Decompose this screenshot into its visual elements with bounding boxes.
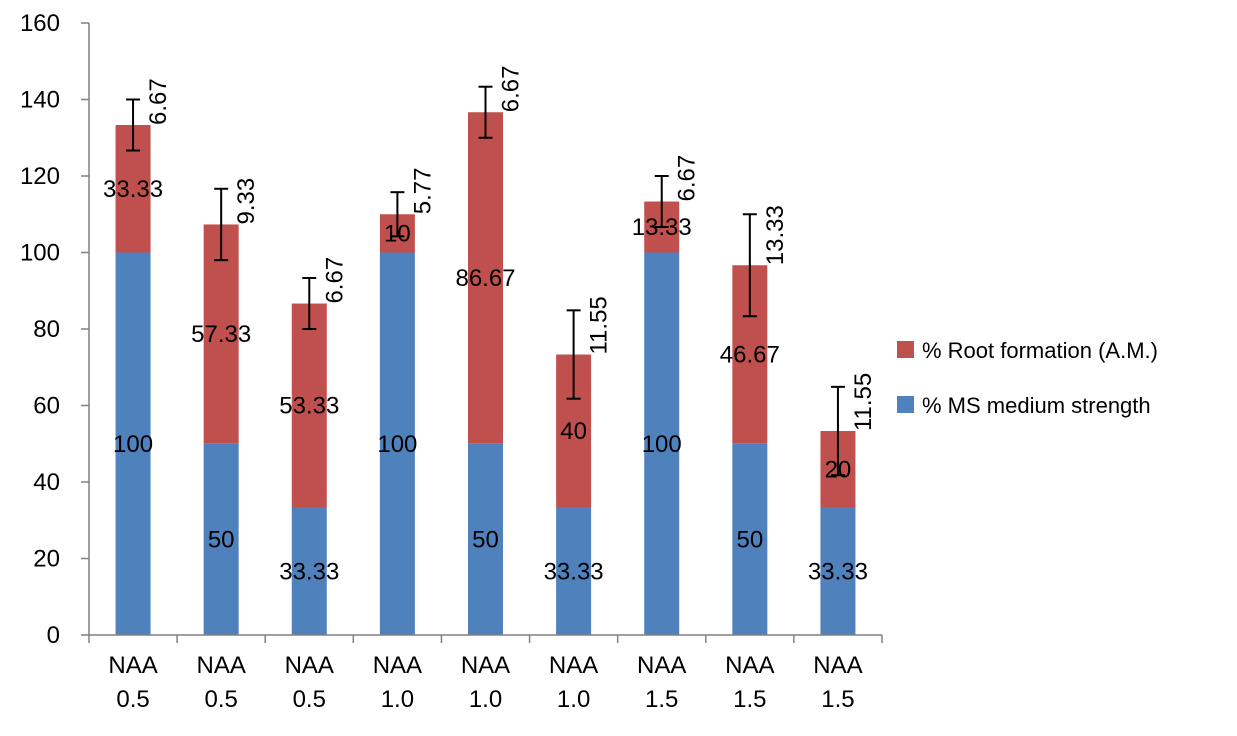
data-label: 40 <box>560 418 587 445</box>
bar-segment <box>556 507 592 635</box>
error-label: 5.77 <box>409 168 436 215</box>
data-label: 100 <box>377 431 417 458</box>
x-tick-label: 1.0 <box>557 686 590 713</box>
x-tick-label: NAA <box>196 652 245 679</box>
x-tick-label: NAA <box>549 652 598 679</box>
x-tick-label: NAA <box>285 652 334 679</box>
bar-segment <box>203 443 239 635</box>
x-tick-label: NAA <box>813 652 862 679</box>
legend-swatch <box>897 396 914 413</box>
bar-segment <box>291 507 327 635</box>
y-tick-label: 20 <box>33 546 60 573</box>
data-label: 100 <box>642 431 682 458</box>
x-tick-label: NAA <box>637 652 686 679</box>
data-label: 53.33 <box>279 393 339 420</box>
x-tick-label: 1.5 <box>733 686 766 713</box>
x-tick-label: NAA <box>725 652 774 679</box>
y-tick-label: 80 <box>33 316 60 343</box>
error-label: 9.33 <box>233 178 260 225</box>
y-tick-label: 60 <box>33 393 60 420</box>
x-tick-label: NAA <box>373 652 422 679</box>
legend-label: % MS medium strength <box>922 393 1151 418</box>
x-tick-label: NAA <box>461 652 510 679</box>
data-label: 46.67 <box>720 341 780 368</box>
legend: % Root formation (A.M.) % MS medium stren… <box>897 338 1158 418</box>
x-tick-label: 1.0 <box>469 686 502 713</box>
x-tick-label: 1.0 <box>381 686 414 713</box>
bar-segment <box>379 252 415 635</box>
data-label: 50 <box>736 526 763 553</box>
y-tick-label: 120 <box>20 163 60 190</box>
bar-segment <box>820 507 856 635</box>
axes-layer: NAA 0.5 NAA 0.5 NAA 0.5 NAA 1.0 NAA 1.0 NAA 1.0 NAA 1… <box>20 10 883 713</box>
x-tick-label: 0.5 <box>116 686 149 713</box>
legend-swatch <box>897 341 914 358</box>
data-label: 33.33 <box>544 558 604 585</box>
bars-layer <box>115 112 856 635</box>
bar-segment <box>644 252 680 635</box>
bar-segment <box>115 252 151 635</box>
x-tick-label: 0.5 <box>293 686 326 713</box>
legend-label: % Root formation (A.M.) <box>922 338 1158 363</box>
x-tick-label: 1.5 <box>821 686 854 713</box>
bar-segment <box>291 303 327 508</box>
x-tick-label: NAA <box>108 652 157 679</box>
error-label: 6.67 <box>498 66 525 113</box>
x-tick-label: 0.5 <box>204 686 237 713</box>
x-tick-label: 1.5 <box>645 686 678 713</box>
error-label: 13.33 <box>762 205 789 265</box>
y-tick-label: 40 <box>33 469 60 496</box>
error-label: 11.55 <box>586 296 613 354</box>
y-tick-label: 0 <box>47 622 60 649</box>
data-label: 86.67 <box>455 265 515 292</box>
bar-segment <box>468 443 503 635</box>
error-label: 6.67 <box>674 155 701 202</box>
error-label: 6.67 <box>145 78 172 125</box>
error-label: 6.67 <box>321 257 348 304</box>
data-label: 33.33 <box>279 558 339 585</box>
data-label: 57.33 <box>191 321 251 348</box>
y-tick-label: 140 <box>20 87 60 114</box>
y-tick-label: 100 <box>20 240 60 267</box>
data-labels-layer: 100 33.33 6.67 50 57.33 9.33 33.33 53.33 6.67 100… <box>103 66 877 586</box>
bar-segment <box>732 443 768 635</box>
y-tick-label: 160 <box>20 10 60 37</box>
bar-segment <box>468 112 503 444</box>
data-label: 50 <box>472 526 499 553</box>
error-label: 11.55 <box>850 373 877 431</box>
data-label: 33.33 <box>808 558 868 585</box>
data-label: 100 <box>113 431 153 458</box>
data-label: 50 <box>208 526 235 553</box>
data-label: 33.33 <box>103 176 163 203</box>
